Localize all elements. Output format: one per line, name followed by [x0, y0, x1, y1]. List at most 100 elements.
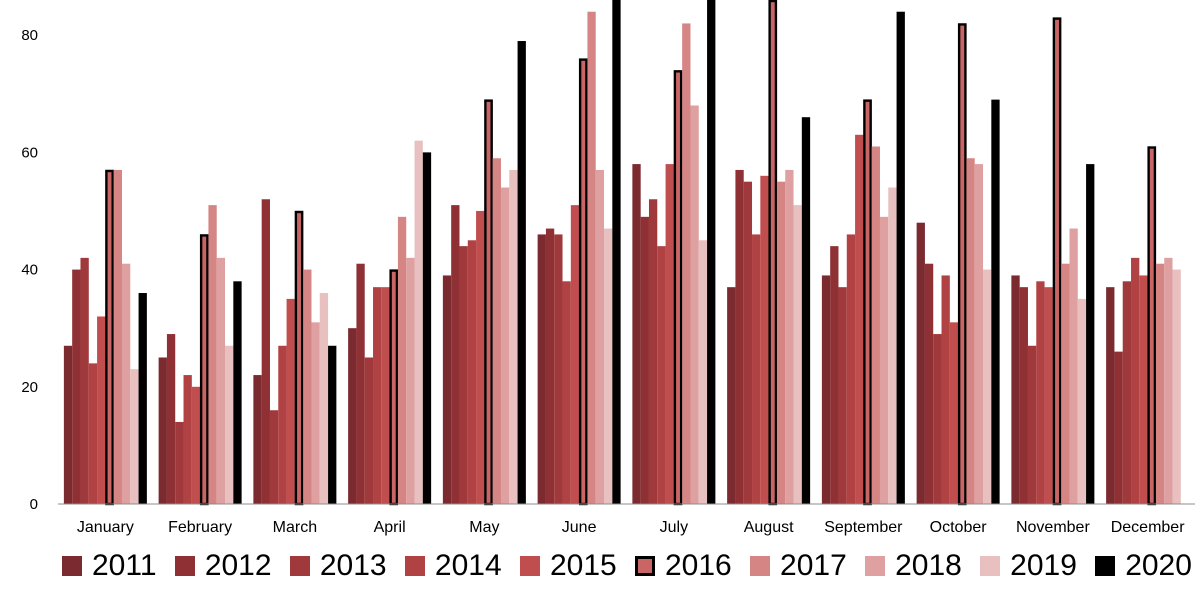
bar-2017-september [871, 146, 880, 504]
bar-2013-september [838, 287, 847, 504]
bar-2020-june [612, 0, 621, 504]
legend-label: 2011 [92, 549, 157, 582]
bar-2016-august [768, 0, 778, 506]
bar-2014-september [846, 234, 856, 504]
legend-swatch [519, 556, 540, 576]
bar-2013-march [269, 410, 279, 504]
bar-2016-july [673, 70, 683, 506]
y-tick-label: 0 [30, 496, 38, 513]
bar-2020-february [233, 281, 242, 504]
bar-2017-november [1061, 263, 1070, 504]
bar-2013-october [933, 334, 942, 504]
legend-item-2012: 2012 [174, 549, 272, 582]
x-tick-label: August [744, 519, 794, 536]
bar-2015-november [1044, 287, 1053, 504]
x-tick-label: September [824, 519, 903, 536]
legend-item-2017: 2017 [750, 551, 847, 581]
bar-2015-january [97, 316, 106, 504]
bar-2014-july [657, 246, 666, 505]
bar-2015-december [1139, 275, 1148, 504]
bar-2012-december [1114, 351, 1123, 504]
bar-2017-december [1155, 263, 1165, 504]
legend-label: 2014 [434, 549, 502, 582]
legend-item-2018: 2018 [865, 551, 962, 581]
legend-item-2016: 2016 [635, 551, 732, 581]
bar-2014-august [752, 234, 761, 504]
x-tick-label: December [1111, 519, 1185, 536]
legend-label: 2017 [780, 549, 847, 582]
bar-2017-july [682, 23, 691, 504]
bar-2017-march [303, 269, 312, 504]
bar-2018-february [216, 257, 226, 504]
bar-2015-october [949, 322, 959, 504]
legend-swatch [635, 556, 655, 576]
bar-2018-july [690, 105, 699, 504]
bar-2011-january [63, 345, 73, 504]
legend-label: 2020 [1125, 549, 1192, 582]
bar-2018-may [500, 187, 510, 504]
legend-label: 2013 [319, 549, 387, 582]
bar-2019-january [130, 369, 139, 504]
x-axis: January February March April May June July Augu… [58, 503, 1195, 536]
bar-2013-july [648, 199, 658, 505]
bar-2012-may [451, 205, 460, 504]
bar-2015-september [855, 134, 864, 504]
legend-label: 2015 [549, 549, 617, 582]
legend-item-2014: 2014 [404, 549, 502, 582]
bar-2013-june [554, 234, 563, 504]
bar-2012-november [1019, 287, 1028, 504]
bar-2013-february [175, 421, 184, 504]
legend-label: 2018 [895, 549, 962, 582]
bar-2016-may [484, 99, 493, 506]
legend-item-2019: 2019 [980, 551, 1077, 581]
bar-2019-october [983, 269, 992, 504]
bar-2019-february [225, 345, 234, 504]
bar-2013-may [459, 246, 468, 505]
y-tick-label: 80 [21, 27, 38, 44]
bar-2018-october [974, 164, 984, 504]
bar-2017-january [113, 169, 122, 504]
bar-2019-march [319, 293, 329, 504]
bar-2012-january [72, 269, 81, 504]
bar-2012-march [261, 199, 270, 505]
bar-2014-may [467, 240, 477, 505]
bar-2017-october [966, 158, 975, 505]
x-tick-label: March [273, 519, 317, 536]
legend-swatch [289, 556, 310, 576]
bar-2020-october [991, 99, 1000, 505]
x-tick-label: July [660, 519, 688, 536]
bar-2016-october [957, 23, 967, 506]
bar-2017-august [776, 181, 786, 504]
bar-2020-march [328, 345, 337, 504]
bar-2012-september [830, 246, 839, 505]
bar-2020-august [801, 117, 811, 505]
bar-2019-july [698, 240, 708, 505]
bar-2017-june [587, 11, 596, 505]
bar-2018-december [1164, 257, 1173, 504]
x-tick-label: June [562, 519, 597, 536]
bar-2015-may [476, 210, 485, 504]
legend-swatch [1095, 556, 1116, 576]
bar-2011-october [916, 222, 925, 504]
bar-2015-july [665, 164, 674, 504]
legend-swatch [62, 556, 82, 576]
legend-label: 2012 [204, 549, 272, 582]
bar-2013-april [364, 357, 374, 504]
bar-2020-november [1086, 164, 1095, 504]
bar-2020-september [896, 11, 905, 505]
legend-label: 2019 [1010, 549, 1077, 582]
legend-label: 2016 [665, 549, 732, 582]
bar-2018-september [879, 216, 889, 504]
bar-2013-november [1027, 345, 1037, 504]
bar-2014-november [1036, 281, 1045, 504]
bar-2015-april [381, 287, 390, 504]
bar-2016-february [199, 234, 209, 506]
bar-2011-march [253, 375, 262, 504]
bar-2011-december [1106, 287, 1115, 504]
bar-2014-march [278, 345, 287, 504]
legend-swatch [865, 556, 886, 576]
legend: 2011 2012 2013 2014 2015 2016 2017 2018 2019 2020 [62, 546, 1192, 586]
bar-2016-january [105, 169, 114, 506]
legend-item-2020: 2020 [1095, 551, 1192, 581]
legend-swatch [980, 556, 1001, 576]
